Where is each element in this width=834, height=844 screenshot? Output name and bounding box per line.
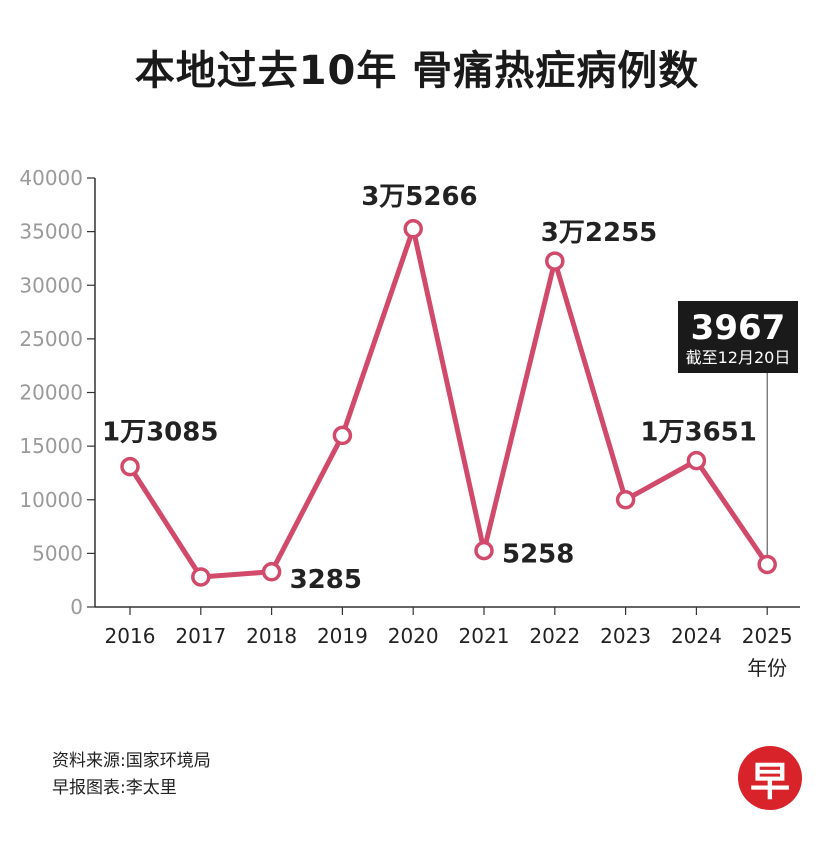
data-point (757, 554, 777, 575)
chart-title: 本地过去10年 骨痛热症病例数 (134, 48, 700, 94)
y-tick-label: 15000 (19, 434, 83, 458)
zaobao-logo: 早 (738, 746, 802, 810)
x-tick-label: 2025 (742, 624, 793, 648)
y-tick-label: 10000 (19, 488, 83, 512)
y-ticks: 0 5000 10000 15000 20000 25000 30000 35000 40000 (19, 166, 95, 619)
callout-background (678, 301, 798, 373)
data-point (474, 540, 494, 561)
data-point (686, 450, 707, 471)
data-label: 1万3085 (102, 418, 218, 448)
y-tick-label: 5000 (32, 541, 83, 565)
data-point (332, 425, 353, 446)
data-label: 3285 (290, 565, 362, 595)
source-notes: 资料来源:国家环境局 早报图表:李太里 (52, 748, 211, 802)
source-line: 资料来源:国家环境局 (52, 751, 211, 771)
x-tick-label: 2022 (529, 624, 580, 648)
callout-box: 3967 截至12月20日 (678, 301, 798, 373)
x-ticks: 2016 2017 2018 2019 2020 2021 2022 2023 2024 2025 (105, 607, 793, 648)
callout-note: 截至12月20日 (686, 348, 791, 367)
y-tick-label: 25000 (19, 327, 83, 351)
data-labels: 1万3085 3285 3万5266 5258 3万2255 1万3651 (102, 182, 757, 595)
x-tick-label: 2024 (671, 624, 722, 648)
data-label: 3万5266 (361, 182, 477, 212)
y-tick-label: 30000 (19, 273, 83, 297)
data-point (120, 456, 140, 477)
x-axis-unit-label: 年份 (747, 656, 787, 680)
data-point (403, 219, 423, 239)
y-tick-label: 0 (70, 595, 83, 619)
data-point (615, 490, 636, 510)
x-tick-label: 2021 (459, 624, 510, 648)
data-point (545, 251, 565, 271)
series-line (127, 226, 770, 580)
x-tick-label: 2020 (388, 624, 439, 648)
x-tick-label: 2019 (317, 624, 368, 648)
x-tick-label: 2018 (246, 624, 297, 648)
x-tick-label: 2023 (600, 624, 651, 648)
series (120, 219, 777, 587)
x-tick-label: 2017 (175, 624, 226, 648)
data-label: 5258 (502, 540, 574, 570)
y-tick-label: 20000 (19, 381, 83, 405)
credit-line: 早报图表:李太里 (52, 778, 177, 798)
x-tick-label: 2016 (105, 624, 156, 648)
data-label: 1万3651 (640, 418, 756, 448)
data-point (191, 567, 211, 587)
y-tick-label: 35000 (19, 220, 83, 244)
callout-value: 3967 (691, 308, 786, 348)
data-label: 3万2255 (541, 218, 657, 248)
data-point (261, 562, 282, 582)
y-tick-label: 40000 (19, 166, 83, 190)
